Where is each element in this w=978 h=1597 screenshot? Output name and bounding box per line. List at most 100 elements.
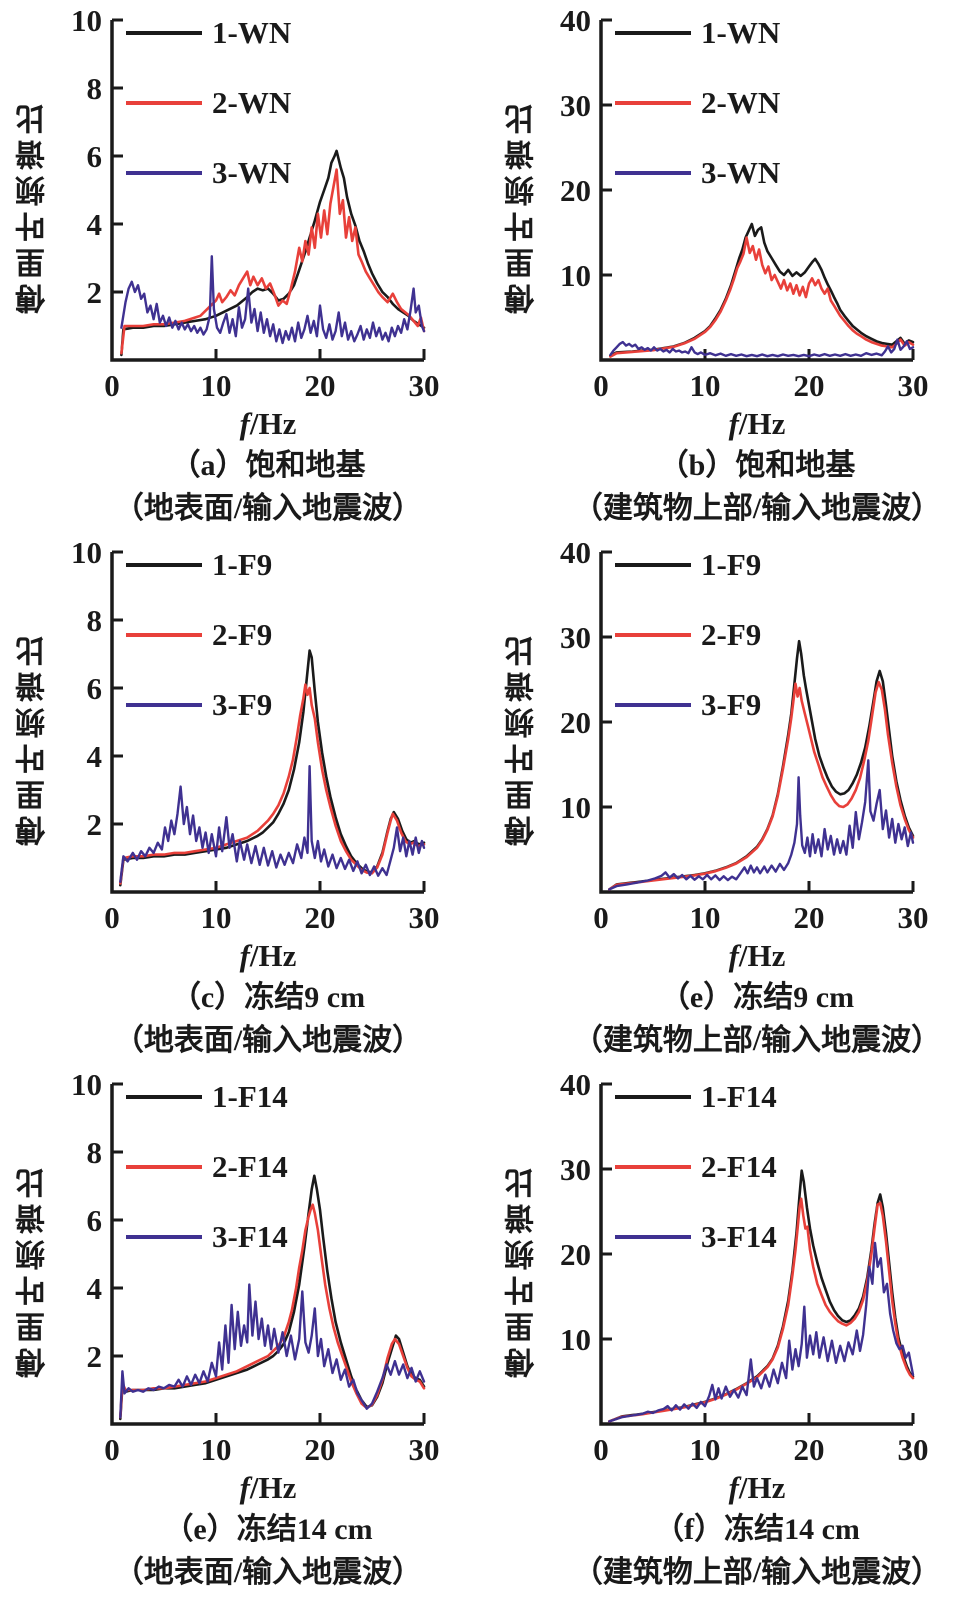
- x-tick-label: 20: [794, 368, 825, 403]
- caption-subtitle: （建筑物上部/输入地震波）: [572, 1556, 942, 1589]
- legend-item: 3-F14: [615, 1218, 777, 1256]
- series-line-swatch: [615, 31, 691, 35]
- x-tick-label: 30: [898, 368, 929, 403]
- x-axis-label: f/Hz: [728, 1470, 786, 1505]
- legend-item: 1-WN: [615, 14, 780, 52]
- caption-title: （a）饱和地基: [170, 449, 366, 482]
- legend-f: 1-F14 2-F14 3-F14: [615, 1078, 777, 1288]
- y-axis-label: 傅里叶频谱比: [506, 1162, 539, 1378]
- legend-item: 1-WN: [126, 14, 291, 52]
- x-tick-label: 20: [305, 1432, 336, 1467]
- x-tick-label: 30: [409, 900, 440, 935]
- chart-b: 傅里叶频谱比 10 20 30 40 0 10 20 30 1-WN 2-WN 3-WN f/…: [489, 0, 978, 532]
- series-line-swatch: [126, 1095, 202, 1099]
- chart-c: 傅里叶频谱比 2 4 6 8 10 0 10 20 30 1-F9 2-F9 3-F9 f/Hz…: [0, 532, 489, 1064]
- series-line-swatch: [126, 1235, 202, 1239]
- series-2-F9: [119, 683, 426, 885]
- legend-label: 1-F9: [212, 547, 273, 582]
- x-tick-label: 20: [305, 368, 336, 403]
- series-line-swatch: [615, 1165, 691, 1169]
- legend-label: 1-F14: [701, 1079, 777, 1114]
- chart-e-upper: 傅里叶频谱比 10 20 30 40 0 10 20 30 1-F9 2-F9 3-F9 f/…: [489, 532, 978, 1064]
- caption-title: （b）饱和地基: [658, 449, 856, 482]
- x-tick-label: 10: [690, 1432, 721, 1467]
- y-tick-label: 4: [87, 739, 103, 774]
- legend-item: 1-F9: [126, 546, 272, 584]
- y-axis-label: 傅里叶频谱比: [506, 630, 539, 846]
- legend-item: 2-F14: [615, 1148, 777, 1186]
- legend-label: 3-WN: [701, 155, 781, 190]
- y-tick-label: 20: [560, 705, 591, 740]
- y-tick-label: 8: [87, 603, 103, 638]
- legend-item: 3-F14: [126, 1218, 288, 1256]
- chart-a: 傅里叶频谱比 2 4 6 8 10 0 10 20 30 1-WN 2-WN 3-WN f/Hz…: [0, 0, 489, 532]
- series-3-F9: [608, 759, 915, 891]
- x-axis-label: f/Hz: [239, 938, 297, 973]
- series-line-swatch: [126, 563, 202, 567]
- legend-item: 2-WN: [126, 84, 291, 122]
- legend-label: 2-F9: [701, 617, 762, 652]
- legend-label: 1-WN: [701, 15, 781, 50]
- legend-label: 3-F9: [701, 687, 762, 722]
- y-tick-label: 8: [87, 71, 103, 106]
- caption-title: （e）冻结14 cm: [163, 1513, 373, 1546]
- y-tick-label: 6: [87, 671, 103, 706]
- x-tick-label: 10: [690, 368, 721, 403]
- x-axis-label: f/Hz: [728, 406, 786, 441]
- legend-item: 2-F9: [615, 616, 761, 654]
- y-tick-label: 40: [560, 538, 591, 570]
- y-tick-label: 10: [560, 790, 591, 825]
- series-1-WN: [609, 222, 915, 358]
- legend-a: 1-WN 2-WN 3-WN: [126, 14, 291, 224]
- series-line-swatch: [126, 31, 202, 35]
- y-tick-label: 10: [71, 6, 102, 38]
- legend-label: 2-F14: [212, 1149, 288, 1184]
- legend-label: 2-WN: [701, 85, 781, 120]
- x-tick-label: 20: [794, 1432, 825, 1467]
- chart-f: 傅里叶频谱比 10 20 30 40 0 10 20 30 1-F14 2-F14 3-F14…: [489, 1064, 978, 1597]
- legend-label: 2-F14: [701, 1149, 777, 1184]
- plot-area-e-upper: 10 20 30 40 0 10 20 30: [560, 538, 929, 935]
- legend-item: 3-WN: [126, 154, 291, 192]
- x-tick-label: 30: [898, 900, 929, 935]
- x-axis-label: f/Hz: [239, 1470, 297, 1505]
- series-line-swatch: [615, 171, 691, 175]
- caption-title: （e）冻结9 cm: [659, 981, 855, 1014]
- series-1-WN: [120, 149, 426, 357]
- y-tick-label: 30: [560, 620, 591, 655]
- x-tick-label: 0: [593, 1432, 609, 1467]
- y-tick-label: 2: [87, 1339, 103, 1374]
- legend-item: 1-F14: [615, 1078, 777, 1116]
- series-line-swatch: [126, 633, 202, 637]
- y-tick-label: 4: [87, 1271, 103, 1306]
- series-3-WN: [120, 255, 426, 345]
- y-tick-label: 40: [560, 1070, 591, 1102]
- legend-item: 1-F14: [126, 1078, 288, 1116]
- legend-label: 3-F14: [701, 1219, 777, 1254]
- y-tick-label: 10: [560, 1322, 591, 1357]
- series-3-WN: [609, 338, 915, 358]
- series-3-F9: [119, 765, 426, 883]
- x-tick-label: 30: [898, 1432, 929, 1467]
- x-tick-label: 0: [104, 900, 120, 935]
- series-2-WN: [609, 236, 915, 358]
- x-axis-label: f/Hz: [239, 406, 297, 441]
- series-2-F9: [608, 680, 915, 891]
- y-tick-label: 2: [87, 275, 103, 310]
- x-tick-label: 20: [794, 900, 825, 935]
- legend-item: 2-F14: [126, 1148, 288, 1186]
- series-2-F14: [119, 1203, 426, 1419]
- x-tick-label: 0: [593, 900, 609, 935]
- legend-label: 2-WN: [212, 85, 292, 120]
- caption-title: （c）冻结9 cm: [170, 981, 366, 1014]
- series-3-F14: [608, 1241, 915, 1423]
- series-line-swatch: [615, 563, 691, 567]
- x-tick-label: 20: [305, 900, 336, 935]
- chart-e-lower: 傅里叶频谱比 2 4 6 8 10 0 10 20 30 1-F14 2-F14 3-F14 f…: [0, 1064, 489, 1597]
- x-tick-label: 0: [593, 368, 609, 403]
- x-tick-label: 30: [409, 1432, 440, 1467]
- legend-item: 2-WN: [615, 84, 780, 122]
- y-tick-label: 10: [71, 1070, 102, 1102]
- series-1-F14: [119, 1174, 426, 1421]
